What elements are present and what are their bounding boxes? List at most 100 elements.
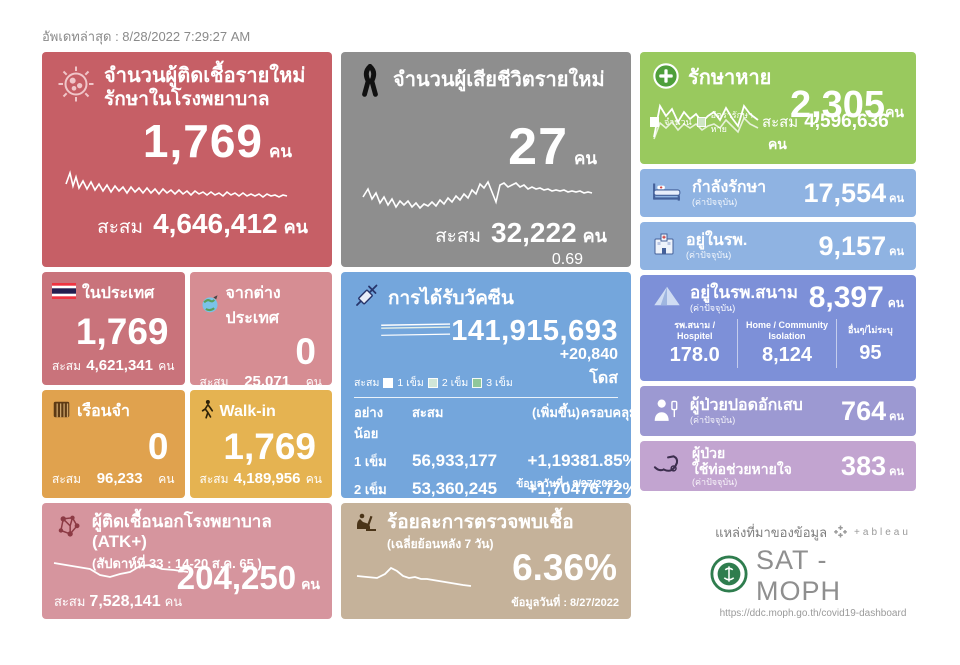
breathing-tube-icon [652, 453, 682, 480]
last-updated-text: อัพเดทล่าสุด : 8/28/2022 7:29:27 AM [42, 29, 251, 44]
in-hospital-value: 9,157 [818, 230, 887, 261]
molecule-icon [54, 512, 84, 547]
recovered-cumulative-value: 4,596,636 [804, 111, 889, 132]
new-cases-sparkline [65, 169, 288, 198]
positive-rate-data-date: ข้อมูลวันที่ : 8/27/2022 [511, 597, 619, 609]
field-hospital-unit: คน [887, 296, 904, 310]
ventilator-title-line1: ผู้ป่วย [692, 444, 726, 461]
in-treatment-subtitle: (ค่าปัจจุบัน) [692, 197, 738, 208]
in-treatment-card: กำลังรักษา (ค่าปัจจุบัน) 17,554 คน [640, 169, 916, 217]
in-treatment-unit: คน [889, 192, 904, 205]
atk-unit: คน [301, 576, 320, 592]
field-hospital-value: 8,397 [808, 281, 884, 314]
field-breakdown-value: 178.0 [669, 343, 720, 366]
abroad-cumulative-label: สะสม [199, 375, 229, 389]
atk-subtitle: (สัปดาห์ที่ 33 : 14-20 ส.ค. 65 ) [92, 555, 262, 571]
syringe-icon [354, 282, 380, 313]
atk-cumulative-unit: คน [164, 594, 183, 609]
recovered-title: รักษาหาย [688, 67, 772, 89]
positive-rate-value: 6.36% [512, 547, 617, 588]
vaccine-sparklines [381, 323, 451, 336]
vaccine-col-header: (เพิ่มขึ้น) [531, 405, 580, 420]
field-hospital-card: อยู่ในรพ.สนาม (ค่าปัจจุบัน) 8,397 คน รพ.ส… [640, 275, 916, 381]
positive-rate-title: ร้อยละการตรวจพบเชื้อ [387, 512, 574, 533]
walkin-cumulative-value: 4,189,956 [233, 470, 301, 487]
recovered-cumulative-label: สะสม [761, 114, 799, 131]
recovered-count-checkbox[interactable] [650, 117, 659, 127]
prison-cumulative-value: 96,233 [96, 470, 143, 487]
ventilator-unit: คน [889, 465, 904, 478]
prison-cumulative-label: สะสม [52, 472, 82, 486]
vaccine-row-cumulative: 56,933,177 [412, 451, 498, 470]
field-hospital-title: อยู่ในรพ.สนาม [690, 283, 798, 303]
dose1-checkbox[interactable] [383, 377, 394, 388]
deaths-sparkline [362, 180, 593, 210]
vaccine-col-header: ครอบคลุม [580, 405, 638, 420]
atk-title: ผู้ติดเชื้อนอกโรงพยาบาล (ATK+) [92, 512, 272, 552]
domestic-value: 1,769 [75, 310, 169, 352]
mourning-ribbon-icon [355, 64, 385, 103]
vaccine-row-label: 2 เข็ม [354, 482, 387, 497]
in-hospital-card: อยู่ในรพ. (ค่าปัจจุบัน) 9,157 คน [640, 222, 916, 270]
lab-microscope-icon [353, 512, 379, 539]
domestic-cumulative-label: สะสม [52, 359, 82, 373]
walking-person-icon [200, 399, 214, 424]
deaths-title: จำนวนผู้เสียชีวิตรายใหม่ [393, 69, 605, 91]
atk-sparkline [53, 562, 189, 578]
vaccine-legend-label: สะสม [354, 377, 380, 389]
pneumonia-unit: คน [889, 410, 904, 423]
vaccine-row-increase: +1,704 [527, 479, 580, 498]
abroad-value: 0 [295, 331, 316, 372]
positive-rate-subtitle: (เฉลี่ยย้อนหลัง 7 วัน) [387, 536, 494, 551]
dose2-legend-label: 2 เข็ม [441, 377, 469, 389]
atk-cumulative-value: 7,528,141 [89, 593, 161, 610]
in-hospital-subtitle: (ค่าปัจจุบัน) [686, 250, 732, 261]
vaccine-card: การได้รับวัคซีน 141,915,693 +20,840 สะสม [341, 272, 638, 526]
new-cases-cumulative-label: สะสม [97, 216, 144, 238]
deaths-rate: 0.69 [551, 251, 583, 268]
dose2-checkbox[interactable] [427, 377, 438, 388]
moph-seal-icon [710, 554, 748, 598]
prison-cumulative-unit: คน [158, 472, 175, 486]
atk-value: 204,250 [176, 559, 297, 596]
vaccine-col-header: สะสม [412, 405, 444, 420]
tableau-wordmark: +ableau [854, 527, 911, 538]
recovered-rate-checkbox[interactable] [696, 117, 706, 127]
prison-bars-icon [52, 400, 71, 424]
patient-iv-icon [652, 397, 680, 426]
domestic-card: ในประเทศ 1,769 สะสม 4,621,341 คน [42, 272, 185, 385]
vaccine-divider [354, 397, 618, 398]
new-cases-cumulative-value: 4,646,412 [153, 207, 278, 239]
source-url[interactable]: https://ddc.moph.go.th/covid19-dashboard [719, 608, 907, 619]
dose3-checkbox[interactable] [472, 377, 483, 388]
dashboard-board: จำนวนผู้ติดเชื้อรายใหม่ รักษาในโรงพยาบาล… [42, 52, 916, 619]
pneumonia-title: ผู้ป่วยปอดอักเสบ [690, 396, 803, 414]
vaccine-row-label: 1 เข็ม [354, 454, 387, 469]
deaths-value: 27 [508, 118, 568, 176]
positive-rate-sparkline [356, 566, 472, 587]
pneumonia-value: 764 [841, 395, 887, 426]
field-breakdown-label: อื่นๆ/ไม่ระบุ [847, 324, 893, 335]
vaccine-row-coverage: 81.85% [580, 451, 638, 470]
walkin-cumulative-unit: คน [305, 472, 322, 486]
abroad-card: จากต่างประเทศ 0 สะสม 25,071 คน [189, 272, 332, 390]
vaccine-data-date: ข้อมูลวันที่ : 8/27/2022 [516, 478, 619, 490]
vaccine-col-header: อย่างน้อย [354, 405, 384, 441]
abroad-cumulative-unit: คน [305, 375, 322, 389]
vaccine-row-increase: +1,193 [527, 451, 580, 470]
vaccine-daily-change: +20,840 [559, 346, 618, 363]
pneumonia-card: ผู้ป่วยปอดอักเสบ (ค่าปัจจุบัน) 764 คน [640, 386, 916, 436]
deaths-unit: คน [574, 149, 597, 168]
new-cases-unit: คน [269, 141, 292, 161]
field-breakdown-value: 95 [859, 342, 882, 364]
data-source-label: แหล่งที่มาของข้อมูล [715, 525, 828, 540]
recovered-value: 2,305 [789, 84, 886, 126]
dose1-legend-label: 1 เข็ม [397, 377, 424, 389]
prison-card: เรือนจำ 0 สะสม 96,233 คน [42, 390, 185, 498]
thai-flag-icon [52, 283, 76, 304]
recovered-unit: คน [885, 104, 904, 120]
positive-rate-card: ร้อยละการตรวจพบเชื้อ (เฉลี่ยย้อนหลัง 7 ว… [341, 503, 631, 619]
field-breakdown-value: 8,124 [762, 343, 813, 366]
atk-card: ผู้ติดเชื้อนอกโรงพยาบาล (ATK+) (สัปดาห์ท… [42, 503, 332, 619]
source-name: SAT - MOPH [756, 545, 841, 606]
